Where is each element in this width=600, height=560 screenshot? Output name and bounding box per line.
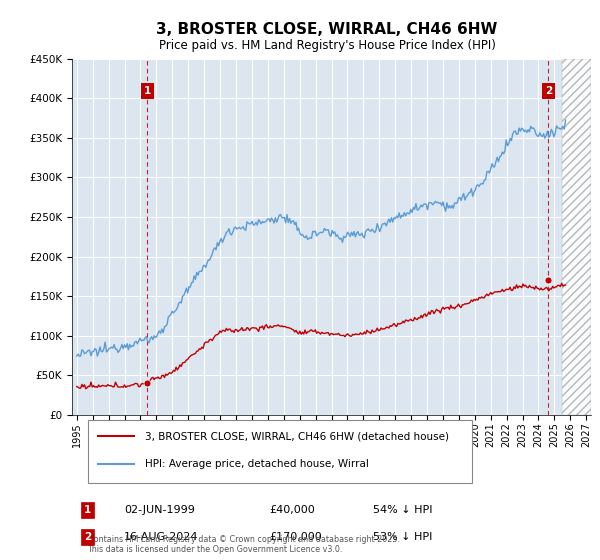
Text: 1: 1: [84, 505, 91, 515]
Text: 2: 2: [545, 86, 552, 96]
Text: Contains HM Land Registry data © Crown copyright and database right 2025.
This d: Contains HM Land Registry data © Crown c…: [88, 535, 400, 554]
Text: 3, BROSTER CLOSE, WIRRAL, CH46 6HW (detached house): 3, BROSTER CLOSE, WIRRAL, CH46 6HW (deta…: [145, 431, 449, 441]
Text: 54% ↓ HPI: 54% ↓ HPI: [373, 505, 433, 515]
Text: 16-AUG-2024: 16-AUG-2024: [124, 532, 199, 542]
Text: £170,000: £170,000: [269, 532, 322, 542]
Text: £40,000: £40,000: [269, 505, 315, 515]
Text: 02-JUN-1999: 02-JUN-1999: [124, 505, 195, 515]
Text: 53% ↓ HPI: 53% ↓ HPI: [373, 532, 433, 542]
Bar: [88, 421, 472, 483]
Text: HPI: Average price, detached house, Wirral: HPI: Average price, detached house, Wirr…: [145, 459, 368, 469]
Text: 3, BROSTER CLOSE, WIRRAL, CH46 6HW: 3, BROSTER CLOSE, WIRRAL, CH46 6HW: [157, 22, 497, 38]
Text: 1: 1: [143, 86, 151, 96]
Text: 2: 2: [84, 532, 91, 542]
Text: Price paid vs. HM Land Registry's House Price Index (HPI): Price paid vs. HM Land Registry's House …: [158, 39, 496, 52]
